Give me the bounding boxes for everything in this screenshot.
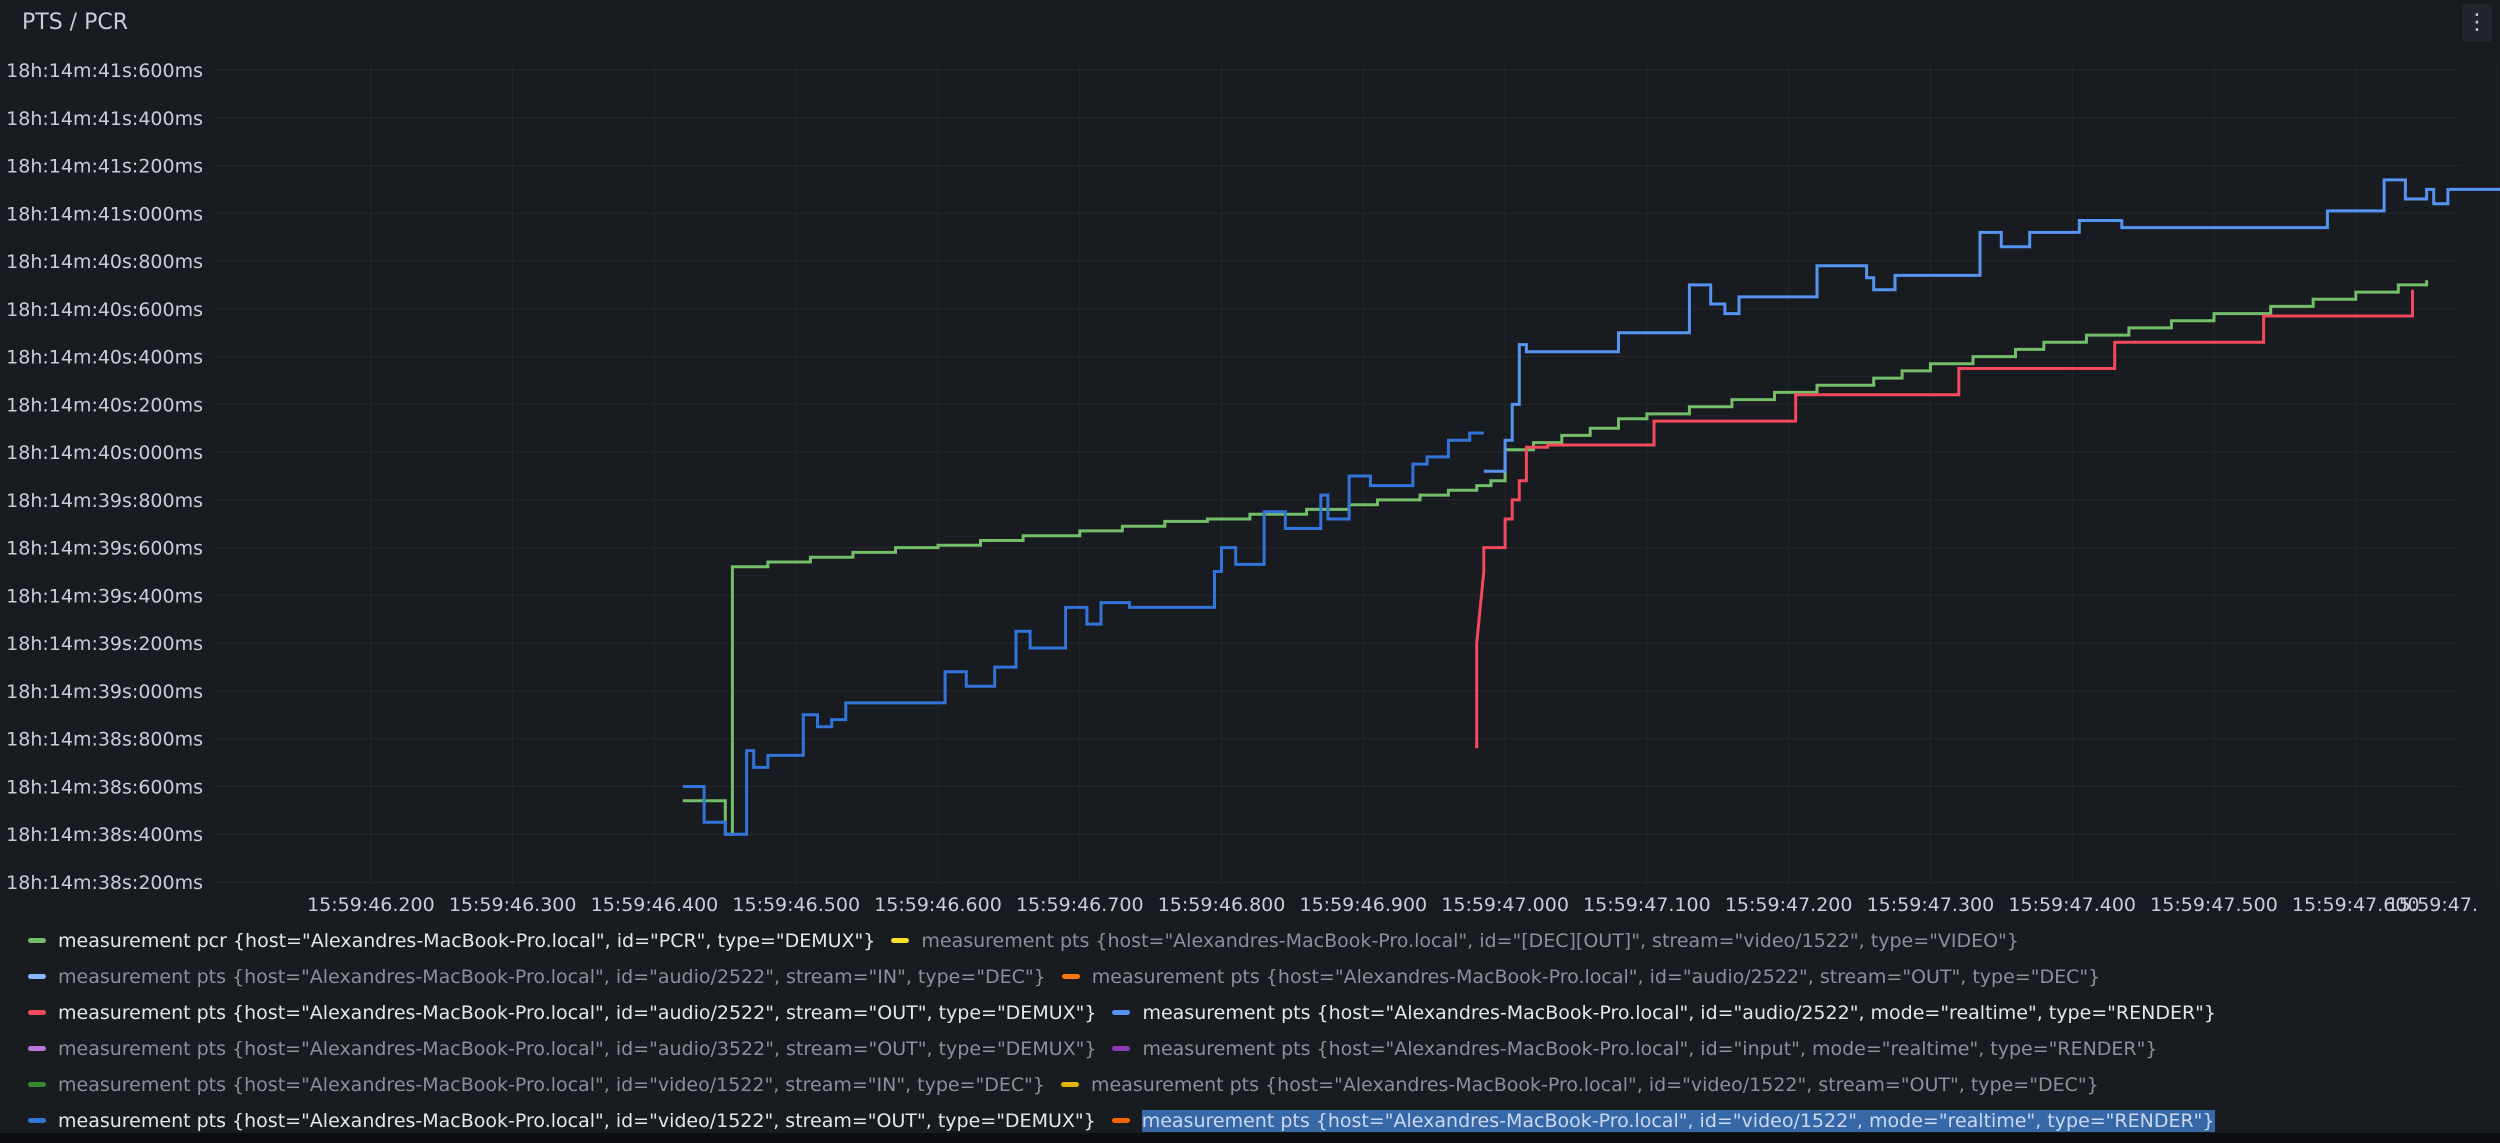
legend-item[interactable]: measurement pts {host="Alexandres-MacBoo… — [1061, 1067, 2099, 1103]
x-tick-label: 15:59:47.500 — [2150, 894, 2278, 916]
series-line-5[interactable] — [1483, 151, 2500, 473]
legend-label: measurement pcr {host="Alexandres-MacBoo… — [58, 930, 876, 952]
y-tick-label: 18h:14m:40s:000ms — [6, 442, 203, 464]
y-tick-label: 18h:14m:40s:200ms — [6, 394, 203, 416]
legend-swatch — [1061, 1082, 1080, 1087]
legend-row: measurement pts {host="Alexandres-MacBoo… — [28, 1031, 2488, 1067]
y-tick-label: 18h:14m:41s:000ms — [6, 203, 203, 225]
legend-item[interactable]: measurement pts {host="Alexandres-MacBoo… — [1112, 995, 2216, 1031]
x-tick-label: 15:59:46.900 — [1300, 894, 1428, 916]
series-lines — [682, 151, 2500, 836]
y-tick-label: 18h:14m:38s:600ms — [6, 776, 203, 798]
legend-item[interactable]: measurement pts {host="Alexandres-MacBoo… — [891, 923, 2019, 959]
legend: measurement pcr {host="Alexandres-MacBoo… — [28, 923, 2488, 1139]
x-tick-label: 15:59:47. — [2387, 894, 2478, 916]
legend-swatch — [1112, 1046, 1131, 1051]
legend-swatch — [28, 1046, 46, 1051]
series-line-4[interactable] — [1475, 289, 2414, 749]
legend-item[interactable]: measurement pts {host="Alexandres-MacBoo… — [28, 1031, 1096, 1067]
legend-label: measurement pts {host="Alexandres-MacBoo… — [1142, 1002, 2216, 1024]
x-tick-label: 15:59:46.600 — [874, 894, 1002, 916]
grid-lines — [215, 62, 2499, 885]
legend-row: measurement pts {host="Alexandres-MacBoo… — [28, 995, 2488, 1031]
legend-item[interactable]: measurement pts {host="Alexandres-MacBoo… — [28, 1067, 1045, 1103]
x-tick-label: 15:59:47.000 — [1441, 894, 1569, 916]
legend-row: measurement pcr {host="Alexandres-MacBoo… — [28, 923, 2488, 959]
legend-label: measurement pts {host="Alexandres-MacBoo… — [1091, 966, 2101, 988]
y-tick-label: 18h:14m:41s:200ms — [6, 156, 203, 178]
legend-label: measurement pts {host="Alexandres-MacBoo… — [58, 1002, 1097, 1024]
legend-label: measurement pts {host="Alexandres-MacBoo… — [58, 1074, 1046, 1096]
legend-swatch — [28, 1010, 46, 1015]
legend-swatch — [1111, 1118, 1130, 1123]
x-tick-label: 15:59:46.500 — [732, 894, 860, 916]
panel-title: PTS / PCR — [22, 10, 128, 35]
legend-item[interactable]: measurement pts {host="Alexandres-MacBoo… — [1061, 959, 2101, 995]
y-tick-label: 18h:14m:39s:600ms — [6, 538, 203, 560]
legend-row: measurement pts {host="Alexandres-MacBoo… — [28, 959, 2488, 995]
legend-swatch — [1061, 974, 1080, 979]
time-series-chart[interactable]: 18h:14m:41s:600ms 18h:14m:41s:400ms 18h:14… — [0, 0, 2500, 920]
legend-label: measurement pts {host="Alexandres-MacBoo… — [58, 1110, 1096, 1132]
legend-item[interactable]: measurement pts {host="Alexandres-MacBoo… — [28, 959, 1046, 995]
legend-label: measurement pts {host="Alexandres-MacBoo… — [1142, 1038, 2158, 1060]
x-tick-label: 15:59:47.600 — [2292, 894, 2420, 916]
x-tick-label: 15:59:47.100 — [1583, 894, 1711, 916]
y-tick-label: 18h:14m:38s:400ms — [6, 824, 203, 846]
x-tick-label: 15:59:46.200 — [307, 894, 435, 916]
y-tick-label: 18h:14m:38s:200ms — [6, 872, 203, 894]
series-line-10[interactable] — [682, 431, 1484, 836]
y-tick-label: 18h:14m:41s:400ms — [6, 108, 203, 130]
bottom-strip — [0, 1133, 2500, 1143]
y-tick-label: 18h:14m:39s:800ms — [6, 490, 203, 512]
x-tick-label: 15:59:47.200 — [1725, 894, 1853, 916]
legend-item[interactable]: measurement pts {host="Alexandres-MacBoo… — [1112, 1031, 2157, 1067]
legend-swatch — [891, 938, 910, 943]
x-tick-label: 15:59:46.400 — [591, 894, 719, 916]
y-tick-label: 18h:14m:38s:800ms — [6, 729, 203, 751]
legend-swatch — [28, 974, 46, 979]
y-tick-label: 18h:14m:40s:800ms — [6, 251, 203, 273]
legend-item[interactable]: measurement pcr {host="Alexandres-MacBoo… — [28, 923, 875, 959]
legend-label: measurement pts {host="Alexandres-MacBoo… — [58, 1038, 1097, 1060]
legend-row: measurement pts {host="Alexandres-MacBoo… — [28, 1067, 2488, 1103]
y-tick-label: 18h:14m:39s:400ms — [6, 585, 203, 607]
legend-item[interactable]: measurement pts {host="Alexandres-MacBoo… — [28, 1103, 1096, 1139]
panel-menu-button[interactable]: ⋮ — [2462, 4, 2492, 42]
y-tick-label: 18h:14m:39s:200ms — [6, 633, 203, 655]
legend-swatch — [28, 1082, 46, 1087]
legend-label: measurement pts {host="Alexandres-MacBoo… — [58, 966, 1046, 988]
y-tick-label: 18h:14m:41s:600ms — [6, 60, 203, 82]
legend-swatch — [1112, 1010, 1131, 1015]
legend-item[interactable]: measurement pts {host="Alexandres-MacBoo… — [1111, 1103, 2215, 1139]
legend-label: measurement pts {host="Alexandres-MacBoo… — [921, 930, 2019, 952]
legend-swatch — [28, 938, 46, 943]
legend-row: measurement pts {host="Alexandres-MacBoo… — [28, 1103, 2488, 1139]
kebab-menu-icon: ⋮ — [2466, 10, 2488, 35]
x-tick-label: 15:59:46.300 — [449, 894, 577, 916]
legend-label: measurement pts {host="Alexandres-MacBoo… — [1091, 1074, 2099, 1096]
y-axis-ticks: 18h:14m:41s:600ms 18h:14m:41s:400ms 18h:14… — [6, 60, 203, 894]
legend-item[interactable]: measurement pts {host="Alexandres-MacBoo… — [28, 995, 1096, 1031]
x-tick-label: 15:59:46.700 — [1016, 894, 1144, 916]
x-tick-label: 15:59:47.400 — [2008, 894, 2136, 916]
x-tick-label: 15:59:46.800 — [1158, 894, 1286, 916]
y-tick-label: 18h:14m:40s:600ms — [6, 299, 203, 321]
x-tick-label: 15:59:47.300 — [1867, 894, 1995, 916]
y-tick-label: 18h:14m:39s:000ms — [6, 681, 203, 703]
series-line-0[interactable] — [682, 280, 2429, 836]
x-axis-ticks: 15:59:46.200 15:59:46.300 15:59:46.400 15:5… — [307, 894, 2478, 916]
legend-swatch — [28, 1118, 46, 1123]
y-tick-label: 18h:14m:40s:400ms — [6, 347, 203, 369]
legend-label: measurement pts {host="Alexandres-MacBoo… — [1141, 1110, 2215, 1132]
